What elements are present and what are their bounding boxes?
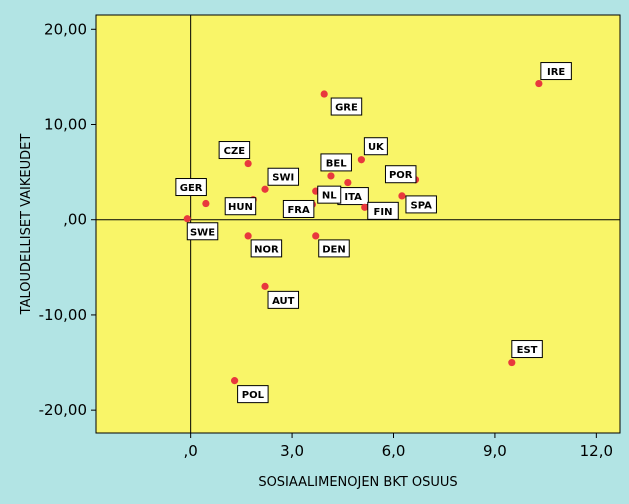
- point-label: BEL: [326, 158, 347, 169]
- x-tick-label: 6,0: [382, 442, 406, 460]
- point-label: GRE: [335, 103, 358, 114]
- point-marker: [508, 358, 516, 367]
- point-label-box: [267, 167, 300, 186]
- point-nor: NOR: [244, 232, 283, 258]
- point-marker: [202, 199, 210, 208]
- point-label-box: [282, 199, 315, 218]
- point-label: POL: [242, 390, 265, 401]
- data-points: IRE GRE UK CZE BEL POR SWI ITA FIN SPA GER HUN FRA NL…: [175, 62, 572, 404]
- x-axis: ,0 3,0 6,0 9,0 12,0: [184, 433, 613, 460]
- y-tick-label: 20,00: [44, 20, 87, 38]
- point-marker: [261, 185, 269, 193]
- point-label: GER: [180, 183, 203, 194]
- point-label-box: [186, 222, 219, 241]
- point-label-box: [320, 153, 352, 172]
- y-tick-label: -10,00: [39, 306, 87, 324]
- point-bel: BEL: [320, 153, 352, 180]
- point-label-box: [318, 239, 350, 258]
- point-label: NL: [322, 191, 337, 202]
- x-tick-label: 3,0: [280, 442, 304, 460]
- y-tick-label: -20,00: [39, 401, 87, 419]
- point-label-box: [384, 165, 417, 184]
- point-label-box: [405, 195, 437, 214]
- point-marker: [361, 203, 369, 211]
- point-marker: [344, 178, 352, 187]
- point-swe: SWE: [183, 215, 219, 241]
- point-uk: UK: [357, 137, 388, 164]
- x-tick-label: ,0: [184, 442, 198, 460]
- y-tick-label: ,00: [63, 211, 87, 229]
- point-marker: [312, 232, 320, 240]
- point-label: NOR: [254, 244, 279, 255]
- point-gre: GRE: [320, 90, 363, 116]
- point-label: SWI: [272, 173, 294, 184]
- point-label: EST: [517, 345, 538, 356]
- point-marker: [320, 90, 328, 98]
- point-est: EST: [508, 340, 543, 367]
- point-marker: [231, 377, 239, 385]
- point-label: IRE: [547, 67, 565, 78]
- point-marker: [327, 172, 335, 180]
- point-aut: AUT: [261, 282, 300, 309]
- point-fin: FIN: [361, 201, 399, 220]
- point-pol: POL: [231, 377, 269, 404]
- point-label-box: [250, 239, 283, 258]
- point-den: DEN: [312, 232, 350, 258]
- point-swi: SWI: [261, 167, 300, 193]
- point-ger: GER: [175, 178, 210, 208]
- point-marker: [261, 282, 269, 290]
- point-marker: [535, 79, 543, 88]
- point-label-box: [175, 178, 207, 197]
- point-label: SWE: [190, 227, 215, 238]
- point-label-box: [363, 137, 388, 156]
- plot-area: [95, 14, 621, 434]
- point-marker: [244, 232, 252, 240]
- y-axis-title: TALOUDELLISET VAIKEUDET: [19, 134, 34, 316]
- point-cze: CZE: [218, 141, 252, 168]
- point-label: UK: [368, 142, 385, 153]
- x-axis-title: SOSIAALIMENOJEN BKT OSUUS: [258, 475, 457, 490]
- point-label-box: [237, 385, 269, 404]
- point-fra: FRA: [282, 199, 316, 218]
- point-marker: [244, 159, 252, 168]
- point-por: POR: [384, 165, 420, 184]
- point-label-box: [330, 97, 363, 116]
- point-label: FRA: [287, 205, 310, 216]
- point-label: SPA: [411, 200, 433, 211]
- x-tick-label: 12,0: [580, 442, 613, 460]
- point-ire: IRE: [535, 62, 572, 88]
- point-label: FIN: [374, 207, 393, 218]
- point-marker: [357, 156, 365, 164]
- point-label: DEN: [322, 244, 346, 255]
- point-label: CZE: [224, 146, 246, 157]
- point-label: ITA: [344, 192, 362, 203]
- point-label-box: [224, 197, 257, 216]
- point-spa: SPA: [398, 192, 437, 214]
- point-label-box: [540, 62, 572, 81]
- point-label: HUN: [228, 202, 253, 213]
- point-label-box: [218, 141, 251, 160]
- x-tick-label: 9,0: [483, 442, 507, 460]
- point-label-box: [317, 185, 342, 204]
- point-label: POR: [389, 170, 413, 181]
- point-label-box: [367, 201, 399, 220]
- point-label: AUT: [272, 296, 295, 307]
- point-marker: [183, 215, 191, 223]
- y-axis: 20,00 10,00 ,00 -10,00 -20,00: [39, 20, 96, 419]
- point-hun: HUN: [224, 196, 257, 216]
- point-marker: [398, 192, 406, 200]
- point-nl: NL: [312, 185, 342, 204]
- y-tick-label: 10,00: [44, 115, 87, 133]
- point-label-box: [267, 290, 300, 309]
- point-label-box: [511, 340, 543, 359]
